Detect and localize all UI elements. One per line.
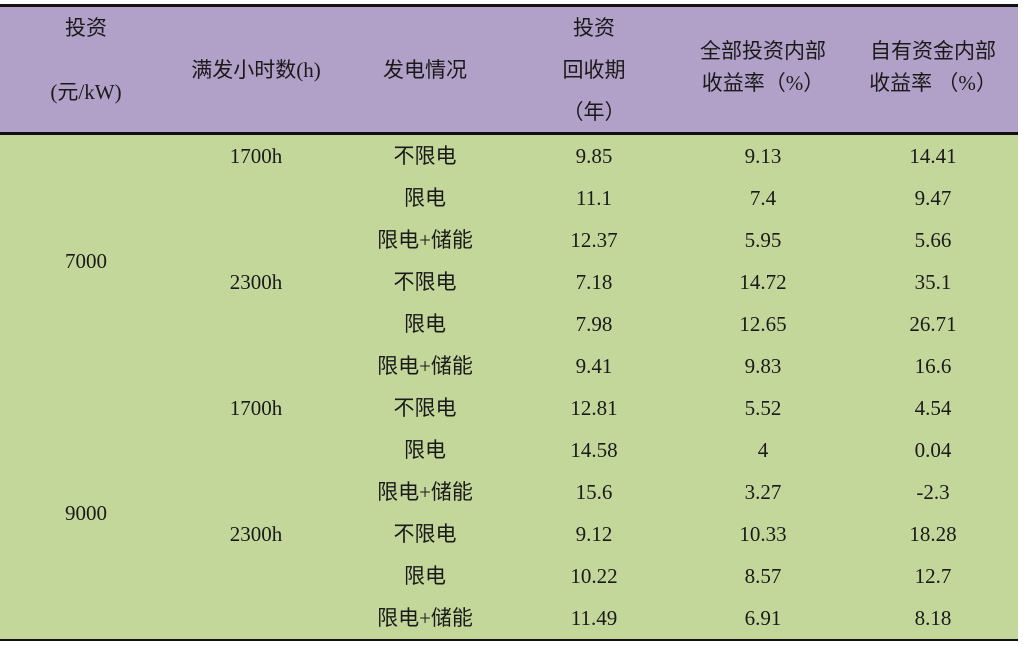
hours-cell: 1700h — [229, 144, 283, 168]
payback-cell: 10.22 — [570, 564, 618, 588]
irr-table: 投资 (元/kW) 满发小时数(h) 发电情况 投资 回收期 （年） 全部投资内… — [0, 4, 1018, 641]
equity-irr-cell: 5.66 — [914, 228, 952, 252]
equity-irr-cell: 16.6 — [914, 354, 952, 378]
generation-cell: 限电 — [404, 564, 446, 588]
generation-cell: 限电+储能 — [377, 480, 473, 504]
payback-cell: 11.49 — [570, 606, 618, 630]
equity-irr-cell: 26.71 — [909, 312, 957, 336]
payback-cell: 9.85 — [575, 144, 613, 168]
table-header: 投资 (元/kW) 满发小时数(h) 发电情况 投资 回收期 （年） 全部投资内… — [0, 7, 1018, 135]
header-line: （年） — [562, 100, 626, 124]
header-line: 投资 — [573, 16, 615, 40]
payback-cell: 11.1 — [576, 186, 612, 210]
header-line: 收益率 （%） — [869, 71, 997, 95]
header-line: 自有资金内部 — [870, 39, 996, 63]
equity-irr-cell: 4.54 — [914, 396, 952, 420]
total-irr-cell: 9.13 — [744, 144, 782, 168]
header-line: 收益率（%） — [701, 71, 825, 95]
header-equity-irr: 自有资金内部 收益率 （%） — [848, 35, 1018, 99]
table-body: 7000 9000 1700h 2300h 1700h 2300h 不限电 9.8… — [0, 135, 1018, 639]
equity-irr-cell: 12.7 — [914, 564, 952, 588]
generation-cell: 不限电 — [393, 396, 457, 420]
equity-irr-cell: -2.3 — [916, 480, 950, 504]
sheet-margin — [1018, 0, 1023, 645]
hours-cell: 2300h — [229, 522, 283, 546]
payback-cell: 14.58 — [570, 438, 618, 462]
generation-cell: 限电+储能 — [377, 354, 473, 378]
equity-irr-cell: 35.1 — [914, 270, 952, 294]
generation-cell: 限电 — [404, 186, 446, 210]
total-irr-cell: 5.52 — [744, 396, 782, 420]
header-line: 投资 — [65, 16, 107, 40]
payback-cell: 15.6 — [575, 480, 613, 504]
generation-cell: 限电+储能 — [377, 606, 473, 630]
header-line: (元/kW) — [50, 80, 122, 104]
equity-irr-cell: 14.41 — [909, 144, 957, 168]
total-irr-cell: 5.95 — [744, 228, 782, 252]
generation-cell: 限电 — [404, 438, 446, 462]
total-irr-cell: 4 — [757, 438, 769, 462]
header-payback: 投资 回收期 （年） — [510, 7, 678, 133]
payback-cell: 9.41 — [575, 354, 613, 378]
header-full-hours: 满发小时数(h) — [191, 58, 321, 82]
header-line: 全部投资内部 — [700, 39, 826, 63]
generation-cell: 限电+储能 — [377, 228, 473, 252]
header-total-irr: 全部投资内部 收益率（%） — [678, 35, 848, 99]
total-irr-cell: 10.33 — [739, 522, 787, 546]
generation-cell: 不限电 — [393, 144, 457, 168]
payback-cell: 7.98 — [575, 312, 613, 336]
total-irr-cell: 7.4 — [749, 186, 777, 210]
total-irr-cell: 12.65 — [739, 312, 787, 336]
total-irr-cell: 6.91 — [744, 606, 782, 630]
investment-7000: 7000 — [65, 249, 107, 273]
total-irr-cell: 8.57 — [744, 564, 782, 588]
payback-cell: 12.37 — [570, 228, 618, 252]
header-generation: 发电情况 — [383, 58, 467, 82]
equity-irr-cell: 8.18 — [914, 606, 952, 630]
generation-cell: 不限电 — [393, 270, 457, 294]
generation-cell: 限电 — [404, 312, 446, 336]
generation-cell: 不限电 — [393, 522, 457, 546]
equity-irr-cell: 9.47 — [914, 186, 952, 210]
header-investment: 投资 (元/kW) — [0, 7, 172, 113]
payback-cell: 7.18 — [575, 270, 613, 294]
equity-irr-cell: 0.04 — [914, 438, 952, 462]
equity-irr-cell: 18.28 — [909, 522, 957, 546]
payback-cell: 9.12 — [575, 522, 613, 546]
hours-cell: 1700h — [229, 396, 283, 420]
investment-9000: 9000 — [65, 501, 107, 525]
hours-cell: 2300h — [229, 270, 283, 294]
payback-cell: 12.81 — [570, 396, 618, 420]
total-irr-cell: 9.83 — [744, 354, 782, 378]
header-line: 回收期 — [562, 58, 626, 82]
total-irr-cell: 14.72 — [739, 270, 787, 294]
total-irr-cell: 3.27 — [744, 480, 782, 504]
